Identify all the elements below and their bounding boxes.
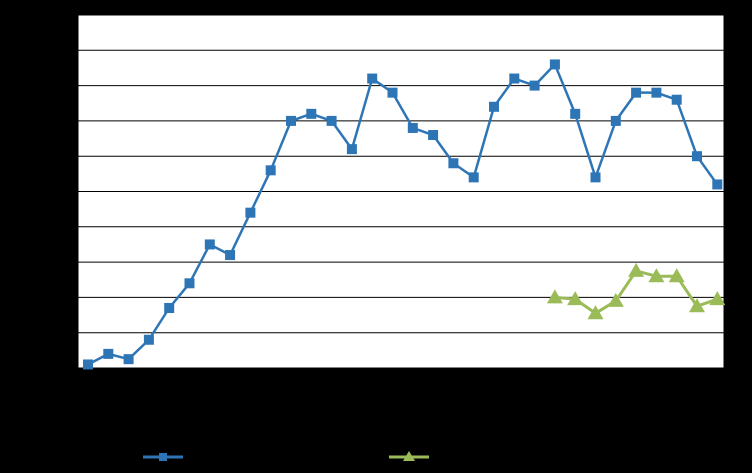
data-point [546,289,563,304]
series-1 [83,59,723,370]
data-point [607,292,624,307]
data-point [668,268,685,283]
data-point [509,73,520,84]
data-point [648,268,665,283]
data-point [529,80,540,91]
data-point [709,291,726,306]
data-point [712,179,723,190]
legend-marker [403,451,415,461]
gridlines [77,14,725,369]
data-point [651,87,662,98]
legend-item-1 [143,453,183,461]
series-1-line [87,63,719,366]
data-point [184,278,195,289]
data-point [265,165,276,176]
data-point [628,262,645,277]
data-point [326,115,337,126]
data-point [610,115,621,126]
data-point [143,334,154,345]
data-point [123,354,134,365]
data-point [346,144,357,155]
data-point [671,94,682,105]
data-point [103,348,114,359]
data-point [286,115,296,126]
data-point [83,359,93,370]
data-point [587,305,604,320]
data-point [489,101,499,112]
data-point [590,172,601,183]
data-point [570,108,581,119]
data-point [448,158,459,169]
data-point [689,298,705,313]
data-point [631,87,642,98]
data-point [387,87,398,98]
data-point [567,291,584,306]
series-group [83,59,726,370]
legend-item-2 [389,451,429,461]
data-point [204,239,215,250]
legend-marker [159,453,167,461]
data-point [306,108,317,119]
data-point [225,250,236,261]
data-point [549,59,560,70]
legend [143,451,429,461]
plot-border [77,14,725,369]
data-point [468,172,479,183]
data-point [164,302,175,313]
data-point [367,73,378,84]
data-point [407,122,418,133]
data-point [428,130,439,141]
data-point [692,151,702,162]
data-point [245,207,256,218]
series-2 [546,262,726,320]
